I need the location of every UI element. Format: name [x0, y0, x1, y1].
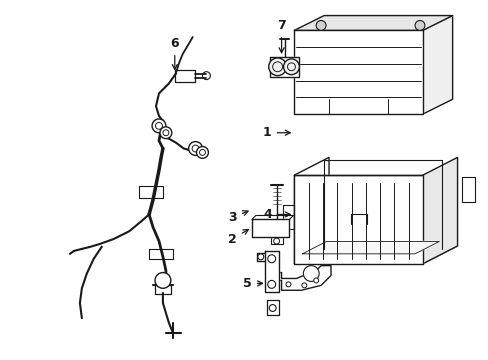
Bar	[302, 62, 414, 81]
Text: 6: 6	[170, 37, 179, 69]
Polygon shape	[294, 157, 328, 264]
Polygon shape	[294, 175, 422, 264]
Circle shape	[303, 266, 319, 282]
Bar	[270, 237, 282, 244]
Bar	[412, 21, 426, 30]
Text: 2: 2	[228, 229, 248, 246]
Circle shape	[414, 21, 424, 30]
Circle shape	[283, 59, 299, 75]
Circle shape	[267, 280, 275, 288]
Polygon shape	[174, 70, 194, 82]
Text: 1: 1	[263, 126, 290, 139]
Polygon shape	[302, 242, 438, 254]
Circle shape	[160, 127, 171, 139]
Polygon shape	[422, 15, 452, 114]
Polygon shape	[294, 246, 457, 264]
Circle shape	[188, 141, 202, 156]
Polygon shape	[294, 15, 452, 30]
Polygon shape	[422, 157, 457, 264]
Circle shape	[269, 305, 276, 311]
Circle shape	[267, 255, 275, 263]
Circle shape	[285, 282, 290, 287]
Polygon shape	[269, 57, 299, 77]
Circle shape	[313, 278, 318, 283]
Polygon shape	[266, 266, 330, 290]
Text: 3: 3	[228, 211, 247, 224]
Circle shape	[152, 119, 165, 133]
Bar	[328, 22, 417, 34]
Circle shape	[196, 147, 208, 158]
Polygon shape	[251, 219, 289, 237]
Bar	[314, 21, 327, 30]
Text: 5: 5	[243, 277, 262, 290]
Text: 7: 7	[277, 19, 285, 53]
Circle shape	[316, 21, 325, 30]
Polygon shape	[294, 30, 422, 114]
Circle shape	[257, 254, 263, 260]
Circle shape	[155, 273, 170, 288]
Circle shape	[301, 283, 306, 288]
Text: 4: 4	[263, 208, 290, 221]
Circle shape	[268, 58, 286, 76]
Polygon shape	[264, 251, 278, 292]
